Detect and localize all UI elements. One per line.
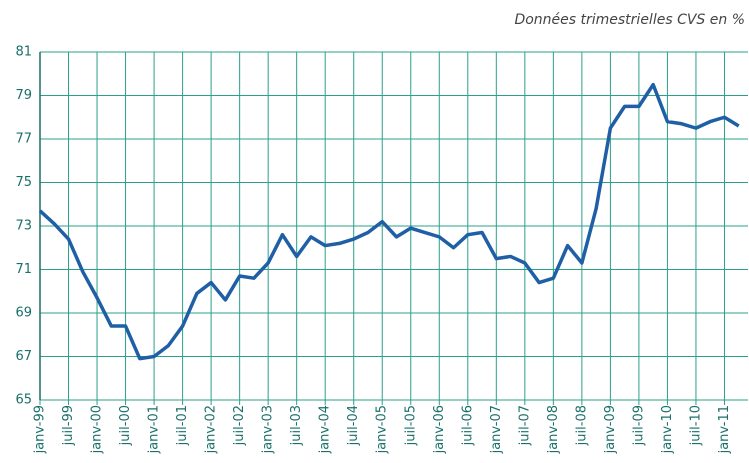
y-tick-label: 79 xyxy=(15,88,32,103)
x-tick-label: juil-10 xyxy=(688,405,703,446)
x-tick-label: juil-01 xyxy=(175,405,190,446)
x-tick-label: janv-00 xyxy=(90,405,105,454)
x-tick-label: juil-05 xyxy=(403,405,418,446)
x-tick-label: juil-09 xyxy=(631,405,646,446)
x-tick-label: janv-06 xyxy=(432,405,447,454)
x-tick-label: janv-11 xyxy=(717,405,732,454)
x-tick-label: janv-03 xyxy=(261,405,276,454)
x-tick-label: juil-00 xyxy=(118,405,133,446)
x-tick-label: juil-08 xyxy=(574,405,589,446)
x-tick-label: janv-07 xyxy=(489,405,504,454)
y-tick-label: 65 xyxy=(15,393,32,408)
line-series xyxy=(38,82,740,361)
x-tick-label: janv-10 xyxy=(660,405,675,454)
y-tick-label: 77 xyxy=(15,132,32,147)
x-tick-label: janv-05 xyxy=(375,405,390,454)
y-tick-label: 67 xyxy=(15,349,32,364)
x-tick-label: juil-02 xyxy=(232,405,247,446)
x-tick-label: juil-06 xyxy=(460,405,475,446)
y-tick-label: 69 xyxy=(15,306,32,321)
x-tick-label: janv-08 xyxy=(546,405,561,454)
y-tick-label: 73 xyxy=(15,219,32,234)
y-tick-label: 81 xyxy=(15,45,32,60)
chart-subtitle: Données trimestrielles CVS en % xyxy=(514,12,745,28)
x-tick-label: juil-07 xyxy=(517,405,532,446)
x-tick-label: janv-99 xyxy=(33,405,48,454)
y-tick-label: 75 xyxy=(15,175,32,190)
x-tick-label: janv-09 xyxy=(603,405,618,454)
y-tick-label: 71 xyxy=(15,262,32,277)
x-tick-label: janv-01 xyxy=(147,405,162,454)
x-tick-label: janv-02 xyxy=(204,405,219,454)
x-tick-label: juil-04 xyxy=(346,405,361,446)
x-tick-label: juil-03 xyxy=(289,405,304,446)
x-tick-label: juil-99 xyxy=(61,405,76,446)
x-tick-label: janv-04 xyxy=(318,405,333,454)
